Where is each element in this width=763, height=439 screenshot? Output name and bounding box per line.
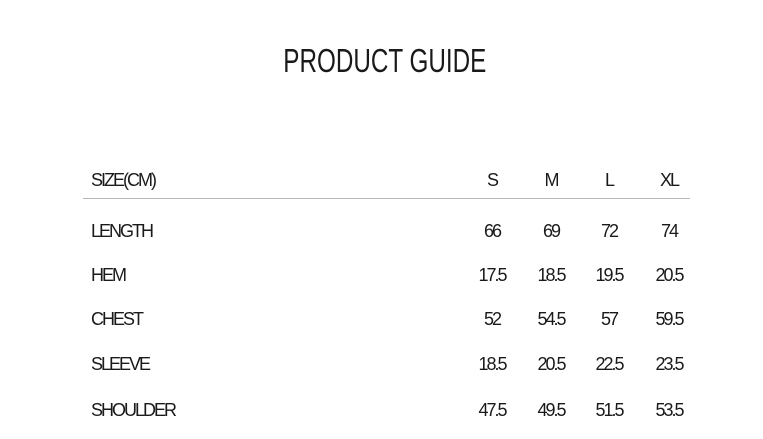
svg-text:PRODUCT GUIDE: PRODUCT GUIDE: [283, 42, 486, 79]
